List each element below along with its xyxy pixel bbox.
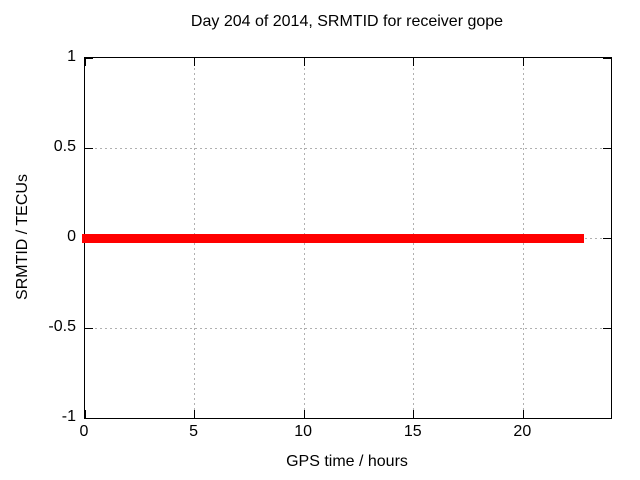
- series-line-segment: [82, 233, 140, 243]
- x-tick-label: 20: [513, 423, 532, 440]
- x-tick-mark-top: [522, 58, 524, 66]
- y-tick-mark-right: [603, 417, 611, 419]
- x-tick-label: 10: [294, 423, 313, 440]
- x-tick-label: 0: [79, 423, 89, 440]
- x-tick-label: 15: [403, 423, 422, 440]
- y-tick-label: 0: [67, 228, 76, 245]
- x-tick-mark-top: [413, 58, 415, 66]
- x-tick-mark-bottom: [522, 410, 524, 418]
- y-tick-label: -0.5: [48, 318, 76, 335]
- x-tick-mark-top: [84, 58, 86, 66]
- y-tick-mark-left: [85, 327, 93, 329]
- x-tick-mark-bottom: [413, 410, 415, 418]
- chart-title: Day 204 of 2014, SRMTID for receiver gop…: [190, 13, 504, 30]
- y-tick-label: 1: [67, 48, 76, 65]
- grid-line-horizontal: [85, 327, 611, 329]
- x-tick-mark-bottom: [84, 410, 86, 418]
- y-tick-mark-right: [603, 57, 611, 59]
- grid-line-horizontal: [85, 147, 611, 149]
- x-tick-mark-bottom: [194, 410, 196, 418]
- series-line-segment: [140, 233, 585, 243]
- y-tick-mark-right: [603, 327, 611, 329]
- x-tick-label: 5: [189, 423, 199, 440]
- x-tick-mark-bottom: [303, 410, 305, 418]
- y-tick-mark-right: [603, 237, 611, 239]
- y-tick-label: -1: [61, 408, 76, 425]
- x-tick-mark-top: [194, 58, 196, 66]
- y-tick-mark-left: [85, 417, 93, 419]
- plot-area: [82, 57, 612, 419]
- y-tick-label: 0.5: [53, 138, 76, 155]
- y-tick-mark-left: [85, 147, 93, 149]
- y-tick-mark-right: [603, 147, 611, 149]
- y-tick-mark-left: [85, 57, 93, 59]
- x-axis-label: GPS time / hours: [286, 453, 408, 470]
- x-tick-mark-top: [303, 58, 305, 66]
